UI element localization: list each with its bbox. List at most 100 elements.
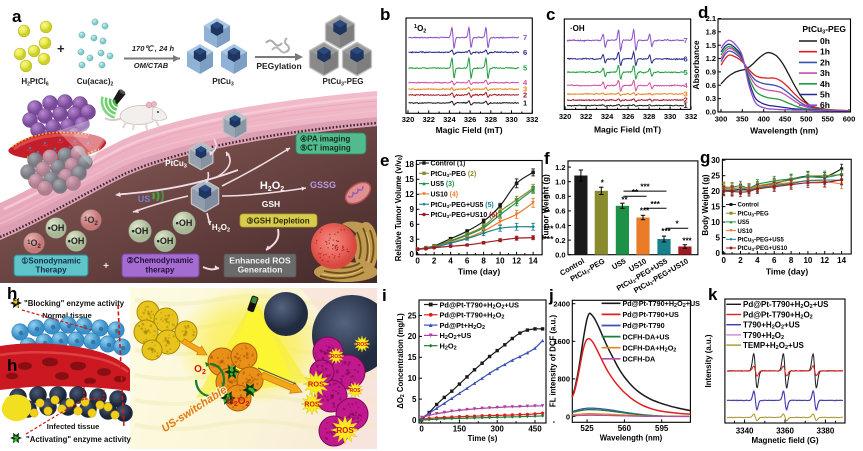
svg-text:"Blocking" enzyme activity: "Blocking" enzyme activity bbox=[24, 299, 125, 308]
svg-text:•OH: •OH bbox=[132, 226, 149, 236]
svg-text:Therapy: Therapy bbox=[35, 266, 67, 275]
svg-text:550: 550 bbox=[821, 115, 834, 124]
svg-text:Normal tissue: Normal tissue bbox=[42, 311, 92, 320]
svg-text:15: 15 bbox=[405, 175, 414, 184]
svg-text:Tumor Weight (g): Tumor Weight (g) bbox=[542, 174, 551, 240]
svg-text:PtCu3: PtCu3 bbox=[165, 159, 187, 170]
svg-text:US10 (4): US10 (4) bbox=[431, 192, 459, 199]
svg-text:PtCu3-PEG+US5: PtCu3-PEG+US5 bbox=[738, 238, 785, 244]
svg-text:**: ** bbox=[621, 195, 628, 204]
svg-text:Wavelength (nm): Wavelength (nm) bbox=[600, 434, 663, 443]
svg-text:·OH: ·OH bbox=[570, 24, 585, 33]
svg-text:"Activating" enzyme activity: "Activating" enzyme activity bbox=[26, 435, 132, 444]
svg-text:1.2: 1.2 bbox=[555, 163, 565, 172]
svg-text:0: 0 bbox=[415, 257, 420, 266]
svg-text:8: 8 bbox=[789, 256, 794, 265]
svg-text:Magic Field (mT): Magic Field (mT) bbox=[436, 125, 503, 135]
svg-text:25: 25 bbox=[711, 172, 720, 181]
svg-text:③GSH Depletion: ③GSH Depletion bbox=[246, 217, 309, 226]
svg-text:ROS: ROS bbox=[304, 401, 320, 408]
svg-text:DCFH-DA: DCFH-DA bbox=[623, 355, 656, 364]
svg-text:14: 14 bbox=[529, 257, 538, 266]
svg-text:5h: 5h bbox=[820, 90, 830, 100]
svg-text:328: 328 bbox=[643, 112, 656, 121]
svg-text:12: 12 bbox=[820, 256, 829, 265]
svg-text:332: 332 bbox=[526, 115, 539, 124]
svg-text:0: 0 bbox=[410, 250, 415, 259]
svg-text:560: 560 bbox=[618, 424, 632, 433]
svg-text:Pd@Pt-T790+H2O2+US: Pd@Pt-T790+H2O2+US bbox=[743, 300, 829, 310]
svg-text:320: 320 bbox=[559, 112, 572, 121]
svg-text:170℃ , 24 h: 170℃ , 24 h bbox=[132, 44, 175, 53]
svg-text:30: 30 bbox=[711, 156, 720, 165]
svg-text:***: *** bbox=[682, 236, 692, 245]
svg-text:6: 6 bbox=[772, 256, 777, 265]
svg-text:PtCu3-PEG (2): PtCu3-PEG (2) bbox=[431, 171, 477, 178]
svg-text:7: 7 bbox=[684, 36, 688, 45]
svg-text:320: 320 bbox=[402, 115, 415, 124]
svg-text:Time (day): Time (day) bbox=[766, 267, 809, 277]
svg-text:•OH: •OH bbox=[157, 236, 174, 246]
svg-text:PtCu3-PEG: PtCu3-PEG bbox=[322, 77, 363, 88]
svg-text:500: 500 bbox=[800, 115, 813, 124]
svg-text:***: *** bbox=[544, 234, 555, 244]
svg-text:DCFH-DA+H2O2: DCFH-DA+H2O2 bbox=[623, 343, 677, 353]
svg-text:US5 (3): US5 (3) bbox=[431, 181, 455, 188]
svg-text:2: 2 bbox=[523, 91, 527, 100]
svg-text:US10: US10 bbox=[738, 229, 754, 235]
svg-text:ΔO2 Concentration (mg/L): ΔO2 Concentration (mg/L) bbox=[396, 313, 406, 409]
svg-text:0.8: 0.8 bbox=[555, 192, 565, 201]
svg-text:h: h bbox=[7, 284, 17, 303]
svg-text:2h: 2h bbox=[820, 57, 830, 67]
svg-text:3: 3 bbox=[684, 90, 688, 99]
svg-text:0: 0 bbox=[721, 256, 726, 265]
svg-text:PEGylation: PEGylation bbox=[256, 61, 301, 71]
svg-text:H2O2: H2O2 bbox=[212, 223, 230, 234]
svg-text:330: 330 bbox=[664, 112, 677, 121]
svg-text:25: 25 bbox=[408, 311, 417, 320]
svg-text:Magnetic field (G): Magnetic field (G) bbox=[751, 436, 818, 445]
svg-text:ROS: ROS bbox=[308, 380, 324, 389]
svg-text:H2O2: H2O2 bbox=[260, 180, 284, 193]
svg-text:4: 4 bbox=[755, 256, 760, 265]
svg-text:5: 5 bbox=[523, 64, 527, 73]
svg-text:3340: 3340 bbox=[736, 427, 754, 436]
svg-text:322: 322 bbox=[422, 115, 435, 124]
svg-text:1600: 1600 bbox=[553, 337, 570, 346]
svg-text:T790+H2O2+US: T790+H2O2+US bbox=[743, 321, 800, 331]
svg-text:Intensity (a.u.): Intensity (a.u.) bbox=[704, 334, 713, 387]
svg-text:300: 300 bbox=[715, 115, 728, 124]
svg-text:800: 800 bbox=[557, 375, 570, 384]
svg-text:Pd@Pt-T790: Pd@Pt-T790 bbox=[623, 321, 665, 330]
svg-text:H2O2: H2O2 bbox=[227, 396, 250, 408]
svg-text:3: 3 bbox=[410, 235, 415, 244]
svg-text:7: 7 bbox=[523, 33, 527, 42]
svg-text:4: 4 bbox=[448, 257, 453, 266]
svg-text:Pd@Pt-T790+H2O2+US: Pd@Pt-T790+H2O2+US bbox=[623, 299, 701, 309]
svg-text:1h: 1h bbox=[820, 47, 830, 57]
svg-text:328: 328 bbox=[485, 115, 498, 124]
svg-text:6h: 6h bbox=[820, 100, 830, 110]
svg-text:GSSG: GSSG bbox=[310, 180, 336, 190]
svg-text:0: 0 bbox=[412, 416, 417, 425]
svg-text:5: 5 bbox=[412, 395, 417, 404]
svg-text:O2: O2 bbox=[194, 364, 206, 376]
svg-text:2400: 2400 bbox=[553, 300, 570, 309]
svg-text:322: 322 bbox=[580, 112, 593, 121]
svg-text:4: 4 bbox=[523, 78, 528, 87]
svg-text:FL intensity of DCF (a.u.): FL intensity of DCF (a.u.) bbox=[549, 315, 558, 408]
svg-text:10: 10 bbox=[496, 257, 505, 266]
svg-text:0: 0 bbox=[566, 412, 570, 421]
svg-text:OM/CTAB: OM/CTAB bbox=[134, 61, 169, 70]
svg-text:450: 450 bbox=[779, 115, 792, 124]
svg-text:0: 0 bbox=[716, 249, 721, 258]
svg-text:T790+H2O2: T790+H2O2 bbox=[743, 331, 784, 341]
svg-text:c: c bbox=[546, 5, 555, 24]
svg-text:***: *** bbox=[640, 207, 650, 216]
svg-text:0.6: 0.6 bbox=[555, 207, 565, 216]
svg-text:2.1: 2.1 bbox=[706, 14, 716, 23]
svg-text:•OH: •OH bbox=[68, 236, 85, 246]
svg-text:300: 300 bbox=[491, 425, 505, 434]
svg-text:***: *** bbox=[651, 200, 661, 209]
svg-text:0: 0 bbox=[419, 425, 424, 434]
